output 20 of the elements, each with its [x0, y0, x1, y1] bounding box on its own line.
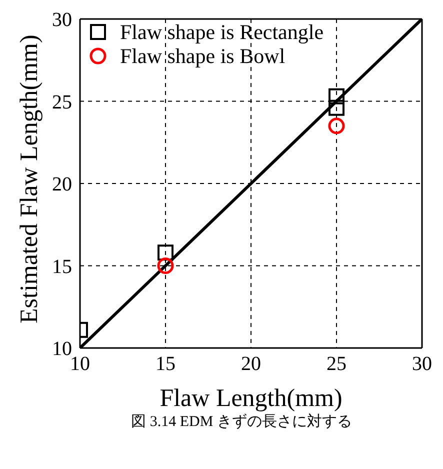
x-tick-label: 25: [326, 353, 346, 376]
point: [157, 258, 174, 274]
x-tick-label: 15: [156, 353, 176, 376]
y-tick-label: 15: [52, 256, 72, 278]
point: [328, 100, 344, 116]
x-axis-title: Flaw Length(mm): [160, 385, 342, 412]
point: [328, 88, 344, 104]
y-axis-title: Estimated Flaw Length(mm): [16, 34, 43, 324]
y-tick-label: 25: [52, 91, 72, 114]
x-tick-label: 20: [241, 353, 261, 376]
caption: 図 3.14 EDM きずの長さに対する: [130, 412, 353, 431]
legend-label: Flaw shape is Rectangle: [120, 20, 324, 44]
point: [158, 244, 174, 261]
y-tick-label: 30: [52, 9, 72, 32]
x-tick-label: 30: [412, 353, 432, 376]
legend-label: Flaw shape is Bowl: [120, 44, 286, 68]
y-tick-label: 10: [52, 338, 72, 360]
y-tick-label: 20: [52, 174, 72, 196]
x-tick-label: 10: [70, 353, 90, 376]
point: [328, 118, 345, 134]
